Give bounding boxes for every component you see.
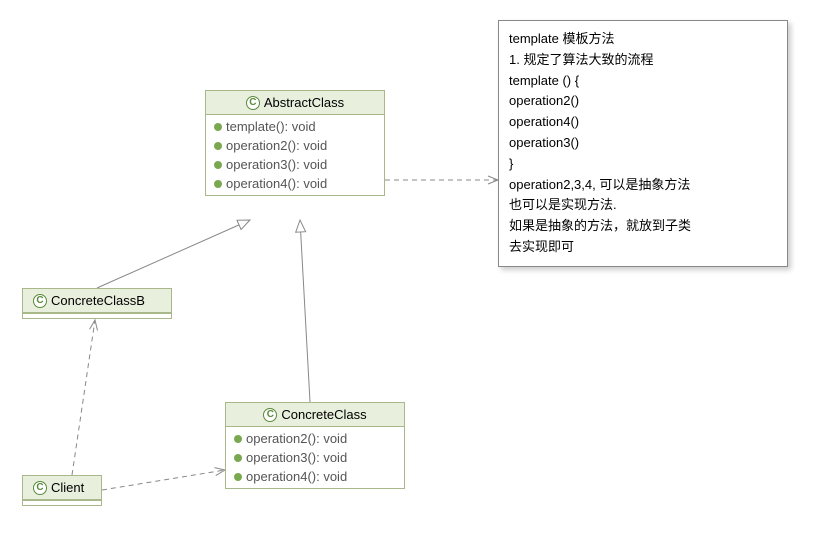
uml-class-client: C Client	[22, 475, 102, 506]
uml-method: operation4(): void	[206, 174, 384, 193]
uml-class-body: template(): void operation2(): void oper…	[206, 115, 384, 195]
method-dot-icon	[234, 435, 242, 443]
uml-class-abstract: C AbstractClass template(): void operati…	[205, 90, 385, 196]
class-icon: C	[33, 481, 47, 495]
uml-method: operation2(): void	[226, 429, 404, 448]
note-line: 1. 规定了算法大致的流程	[509, 50, 777, 71]
note-line: 去实现即可	[509, 237, 777, 258]
edge-inherit-concrete	[300, 220, 310, 402]
note-line: 如果是抽象的方法，就放到子类	[509, 216, 777, 237]
class-icon: C	[246, 96, 260, 110]
uml-note: template 模板方法 1. 规定了算法大致的流程 template () …	[498, 20, 788, 267]
class-name: Client	[51, 480, 84, 495]
uml-method: operation2(): void	[206, 136, 384, 155]
edge-client-to-concrete	[102, 470, 225, 490]
class-name: ConcreteClass	[281, 407, 366, 422]
uml-class-header: C ConcreteClass	[226, 403, 404, 427]
uml-class-header: C AbstractClass	[206, 91, 384, 115]
method-dot-icon	[234, 473, 242, 481]
method-label: operation2(): void	[246, 431, 347, 446]
uml-method: template(): void	[206, 117, 384, 136]
method-label: template(): void	[226, 119, 316, 134]
method-dot-icon	[214, 142, 222, 150]
uml-class-concrete: C ConcreteClass operation2(): void opera…	[225, 402, 405, 489]
class-name: ConcreteClassB	[51, 293, 145, 308]
class-icon: C	[33, 294, 47, 308]
uml-method: operation3(): void	[206, 155, 384, 174]
method-label: operation4(): void	[226, 176, 327, 191]
method-label: operation2(): void	[226, 138, 327, 153]
note-line: operation3()	[509, 133, 777, 154]
uml-class-concrete-b: C ConcreteClassB	[22, 288, 172, 319]
method-dot-icon	[214, 123, 222, 131]
method-label: operation3(): void	[226, 157, 327, 172]
note-line: operation2,3,4, 可以是抽象方法	[509, 175, 777, 196]
method-label: operation4(): void	[246, 469, 347, 484]
note-line: }	[509, 154, 777, 175]
note-line: operation4()	[509, 112, 777, 133]
class-icon: C	[263, 408, 277, 422]
method-dot-icon	[214, 180, 222, 188]
uml-method: operation4(): void	[226, 467, 404, 486]
note-line: 也可以是实现方法.	[509, 195, 777, 216]
note-line: template () {	[509, 71, 777, 92]
class-name: AbstractClass	[264, 95, 344, 110]
method-dot-icon	[234, 454, 242, 462]
uml-method: operation3(): void	[226, 448, 404, 467]
uml-class-body: operation2(): void operation3(): void op…	[226, 427, 404, 488]
note-line: template 模板方法	[509, 29, 777, 50]
method-dot-icon	[214, 161, 222, 169]
edge-inherit-b	[97, 220, 250, 288]
edge-client-to-b	[72, 320, 95, 475]
method-label: operation3(): void	[246, 450, 347, 465]
note-line: operation2()	[509, 91, 777, 112]
